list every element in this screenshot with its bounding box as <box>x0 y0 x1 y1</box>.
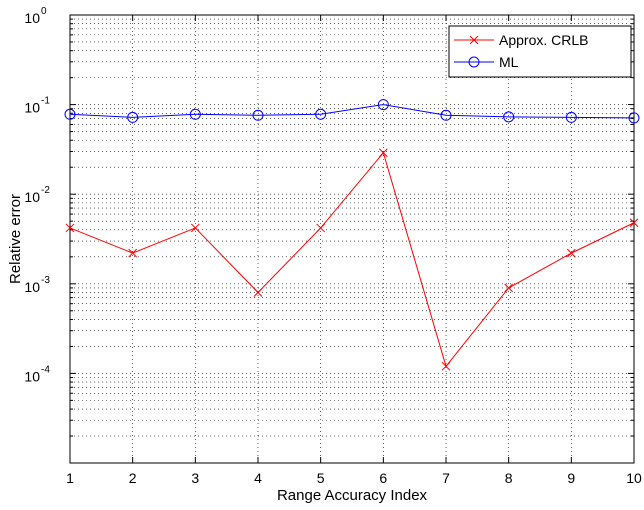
data-point-ml <box>252 109 264 121</box>
x-tick-label: 9 <box>567 470 575 486</box>
legend-swatch-marker <box>468 56 480 68</box>
y-tick-exponent: -2 <box>41 185 50 196</box>
axis-ticks <box>69 15 635 463</box>
series-line-approx-crlb <box>69 151 635 368</box>
y-tick-base: 10 <box>24 100 40 116</box>
data-point-approx-crlb <box>629 218 639 228</box>
data-point-approx-crlb <box>190 223 200 233</box>
grid-lines <box>70 15 634 463</box>
legend-swatch-marker <box>469 35 479 45</box>
x-tick-label: 10 <box>626 470 642 486</box>
y-tick-label: 10 0 <box>24 6 47 26</box>
data-point-ml <box>64 108 76 120</box>
x-tick-label: 8 <box>505 470 513 486</box>
x-tick-label: 5 <box>317 470 325 486</box>
series-ml <box>64 99 640 124</box>
y-tick-base: 10 <box>24 189 40 205</box>
y-tick-base: 10 <box>24 279 40 295</box>
data-point-ml <box>503 111 515 123</box>
y-tick-exponent: -1 <box>41 96 50 107</box>
legend-item-ml: ML <box>454 54 519 70</box>
data-point-approx-crlb <box>128 248 138 258</box>
data-point-approx-crlb <box>378 148 388 158</box>
data-point-ml <box>315 108 327 120</box>
data-point-approx-crlb <box>566 248 576 258</box>
data-point-ml <box>127 111 139 123</box>
data-point-approx-crlb <box>316 223 326 233</box>
data-point-ml <box>565 111 577 123</box>
legend-label: ML <box>499 54 519 70</box>
x-tick-label: 2 <box>129 470 137 486</box>
data-point-ml <box>440 109 452 121</box>
data-point-ml <box>189 108 201 120</box>
y-tick-label: 10 -1 <box>24 96 50 116</box>
y-tick-label: 10 -2 <box>24 185 50 205</box>
y-axis-label: Relative error <box>7 194 24 284</box>
legend-box <box>448 25 632 78</box>
y-tick-base: 10 <box>24 368 40 384</box>
series-line-ml <box>69 104 635 119</box>
legend-item-approx-crlb: Approx. CRLB <box>454 32 588 48</box>
data-point-approx-crlb <box>441 361 451 371</box>
data-point-ml <box>377 99 389 111</box>
x-tick-label: 4 <box>254 470 262 486</box>
x-tick-label: 3 <box>191 470 199 486</box>
y-tick-exponent: -3 <box>41 275 50 286</box>
y-tick-exponent: 0 <box>41 6 47 17</box>
x-tick-label: 1 <box>66 470 74 486</box>
x-tick-label: 7 <box>442 470 450 486</box>
y-tick-label: 10 -4 <box>24 364 50 384</box>
series-approx-crlb <box>65 148 639 371</box>
y-tick-base: 10 <box>24 10 40 26</box>
legend: Approx. CRLB ML <box>448 25 632 78</box>
data-point-approx-crlb <box>504 283 514 293</box>
plot-frame <box>69 14 635 464</box>
x-tick-labels: 1 2 3 4 5 6 7 8 9 10 <box>66 470 642 486</box>
x-tick-label: 6 <box>379 470 387 486</box>
y-tick-label: 10 -3 <box>24 275 50 295</box>
x-axis-label: Range Accuracy Index <box>277 487 428 504</box>
series-layer <box>64 99 640 371</box>
data-point-approx-crlb <box>253 288 263 297</box>
data-point-approx-crlb <box>65 223 75 233</box>
y-tick-exponent: -4 <box>41 364 50 375</box>
legend-label: Approx. CRLB <box>499 32 588 48</box>
data-point-ml <box>628 112 640 124</box>
